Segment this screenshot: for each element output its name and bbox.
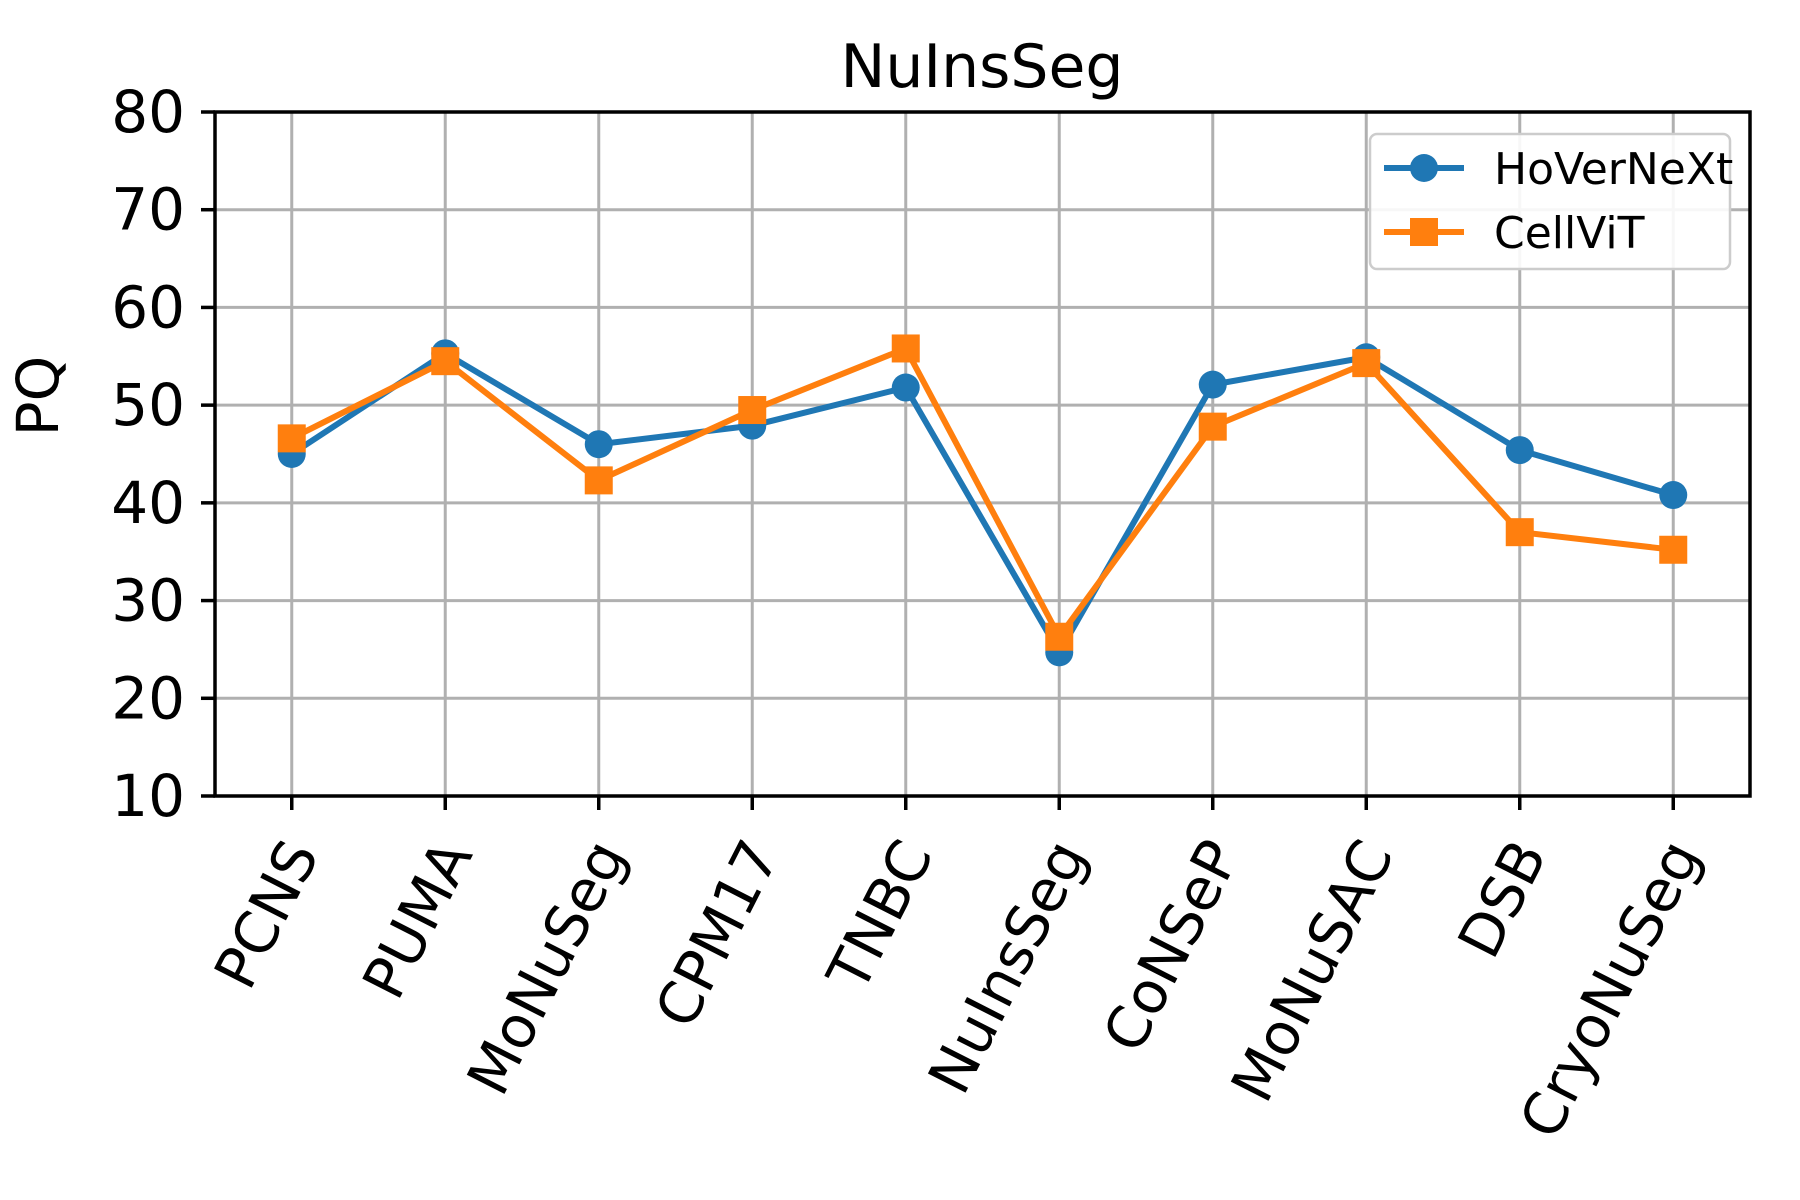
legend-marker-CellViT — [1410, 218, 1438, 246]
y-tick-label-20: 20 — [111, 664, 185, 732]
marker-CellViT-MoNuSAC — [1352, 349, 1381, 378]
marker-HoVerNeXt-TNBC — [891, 373, 920, 402]
axes-layer — [201, 110, 1752, 810]
marker-HoVerNeXt-MoNuSeg — [584, 430, 613, 459]
x-tick-label-CoNSeP: CoNSeP — [1090, 829, 1254, 1062]
y-axis-label: PQ — [4, 356, 72, 437]
plot-border — [213, 110, 1752, 798]
legend-label-HoVerNeXt: HoVerNeXt — [1494, 144, 1733, 195]
x-tick-label-CPM17: CPM17 — [642, 829, 793, 1037]
marker-HoVerNeXt-CoNSeP — [1198, 370, 1227, 399]
legend-marker-HoVerNeXt — [1410, 154, 1438, 182]
marker-CellViT-CoNSeP — [1198, 412, 1227, 441]
y-tick-label-40: 40 — [111, 469, 185, 537]
y-tick-label-80: 80 — [111, 78, 185, 146]
legend-label-CellViT: CellViT — [1494, 208, 1645, 259]
series-line-CellViT — [290, 345, 1674, 640]
series-layer — [277, 334, 1688, 667]
series-line-HoVerNeXt — [290, 350, 1675, 656]
y-tick-label-60: 60 — [111, 273, 185, 341]
marker-CellViT-NuInsSeg — [1045, 622, 1074, 651]
chart-title: NuInsSeg — [841, 32, 1124, 102]
x-tick-label-MoNuSeg: MoNuSeg — [454, 829, 639, 1105]
marker-CellViT-CryoNuSeg — [1659, 535, 1688, 564]
legend: HoVerNeXt CellViT — [1368, 132, 1733, 271]
x-tick-label-DSB: DSB — [1445, 829, 1561, 968]
y-tick-label-30: 30 — [111, 567, 185, 635]
marker-HoVerNeXt-CryoNuSeg — [1659, 481, 1688, 510]
marker-CellViT-TNBC — [891, 334, 920, 363]
x-tick-label-NuInsSeg: NuInsSeg — [915, 829, 1100, 1104]
marker-HoVerNeXt-DSB — [1505, 436, 1534, 465]
x-tick-label-PUMA: PUMA — [349, 829, 486, 1009]
marker-CellViT-PCNS — [277, 424, 306, 453]
marker-CellViT-CPM17 — [738, 396, 767, 425]
ytick-labels: 10 20 30 40 50 60 70 80 — [111, 78, 185, 830]
x-tick-label-TNBC: TNBC — [813, 829, 946, 1002]
marker-CellViT-DSB — [1505, 518, 1534, 547]
grid-layer — [215, 110, 1750, 798]
marker-CellViT-MoNuSeg — [584, 466, 613, 495]
x-tick-label-PCNS: PCNS — [201, 829, 332, 999]
y-tick-label-70: 70 — [111, 176, 185, 244]
y-tick-label-10: 10 — [111, 762, 185, 830]
y-tick-label-50: 50 — [111, 371, 185, 439]
marker-CellViT-PUMA — [431, 347, 460, 376]
